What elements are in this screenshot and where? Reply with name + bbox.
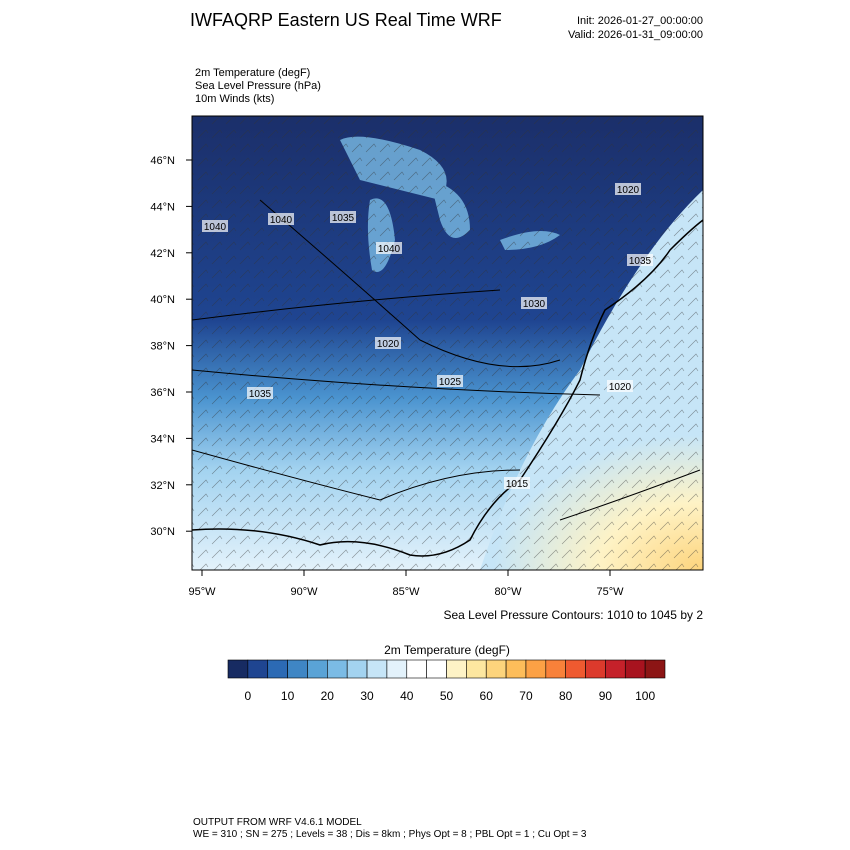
colorbar-box [307, 659, 328, 679]
contour-label-box [268, 213, 294, 225]
colorbar-box [426, 659, 447, 679]
colorbar-label: 30 [360, 689, 374, 703]
field-label: Sea Level Pressure (hPa) [195, 80, 321, 92]
contour-label-box [615, 183, 641, 195]
colorbar-box [605, 659, 626, 679]
contour-label: 1040 [270, 215, 293, 226]
contour-label-box [330, 211, 356, 223]
colorbar-box [525, 659, 547, 679]
colorbar-label: 10 [281, 689, 295, 703]
colorbar-box [446, 659, 467, 679]
contour-label-box [376, 242, 402, 254]
colorbar-box [545, 659, 566, 679]
contour-label: 1020 [377, 339, 400, 350]
colorbar-label: 0 [245, 689, 252, 703]
contour-label-box [607, 380, 633, 392]
contour-note: Sea Level Pressure Contours: 1010 to 104… [444, 608, 704, 622]
contour-label: 1020 [609, 382, 632, 393]
colorbar-box [346, 659, 368, 679]
colorbar-box [485, 659, 507, 679]
title: IWFAQRP Eastern US Real Time WRF [190, 10, 502, 30]
contour-label-box [504, 477, 530, 489]
valid-time: Valid: 2026-01-31_09:00:00 [568, 29, 703, 41]
contour-label: 1020 [617, 185, 640, 196]
colorbar-box [366, 659, 388, 679]
lon-label: 85°W [392, 586, 420, 598]
lat-label: 38°N [150, 341, 175, 353]
colorbar-label: 40 [400, 689, 414, 703]
colorbar-box [247, 659, 269, 679]
colorbar-box [386, 659, 408, 679]
lat-label: 34°N [150, 433, 175, 445]
field-label: 2m Temperature (degF) [195, 67, 310, 79]
contour-label: 1040 [378, 244, 401, 255]
contour-label-box [202, 220, 228, 232]
colorbar-box [267, 659, 288, 679]
colorbar-box [466, 659, 487, 679]
contour-label: 1025 [439, 377, 462, 388]
colorbar-title: 2m Temperature (degF) [384, 643, 510, 657]
lat-label: 42°N [150, 248, 175, 260]
colorbar-box [585, 659, 606, 679]
field-label: 10m Winds (kts) [195, 93, 274, 105]
contour-label-box [521, 297, 547, 309]
lon-label: 75°W [596, 586, 624, 598]
lon-label: 80°W [494, 586, 522, 598]
colorbar-box [227, 659, 249, 679]
contour-label: 1015 [506, 479, 529, 490]
contour-label-box [627, 254, 653, 266]
contour-label: 1035 [332, 213, 355, 224]
init-time: Init: 2026-01-27_00:00:00 [577, 15, 703, 27]
lat-label: 44°N [150, 201, 175, 213]
colorbar-label: 60 [480, 689, 494, 703]
colorbar-box [327, 659, 348, 679]
lat-label: 30°N [150, 526, 175, 538]
colorbar-label: 50 [440, 689, 454, 703]
colorbar-box [406, 659, 427, 679]
colorbar-box [287, 659, 308, 679]
colorbar-label: 80 [559, 689, 573, 703]
contour-label: 1030 [523, 299, 546, 310]
footer-line: OUTPUT FROM WRF V4.6.1 MODEL [193, 817, 362, 828]
colorbar-box [505, 659, 527, 679]
colorbar-label: 100 [635, 689, 655, 703]
lon-label: 95°W [188, 586, 216, 598]
colorbar-box [624, 659, 646, 679]
lat-label: 46°N [150, 155, 175, 167]
lat-label: 36°N [150, 387, 175, 399]
contour-label-box [375, 337, 401, 349]
footer-line: WE = 310 ; SN = 275 ; Levels = 38 ; Dis … [193, 829, 587, 840]
colorbar-label: 20 [321, 689, 335, 703]
contour-label-box [437, 375, 463, 387]
contour-label: 1035 [249, 389, 272, 400]
colorbar-label: 90 [599, 689, 613, 703]
lat-label: 40°N [150, 294, 175, 306]
contour-label: 1035 [629, 256, 652, 267]
lon-label: 90°W [290, 586, 318, 598]
contour-label-box [247, 387, 273, 399]
contour-label: 1040 [204, 222, 227, 233]
colorbar-box [644, 659, 666, 679]
lat-label: 32°N [150, 480, 175, 492]
map-frame [191, 115, 704, 571]
colorbar-box [565, 659, 586, 679]
colorbar-label: 70 [519, 689, 533, 703]
